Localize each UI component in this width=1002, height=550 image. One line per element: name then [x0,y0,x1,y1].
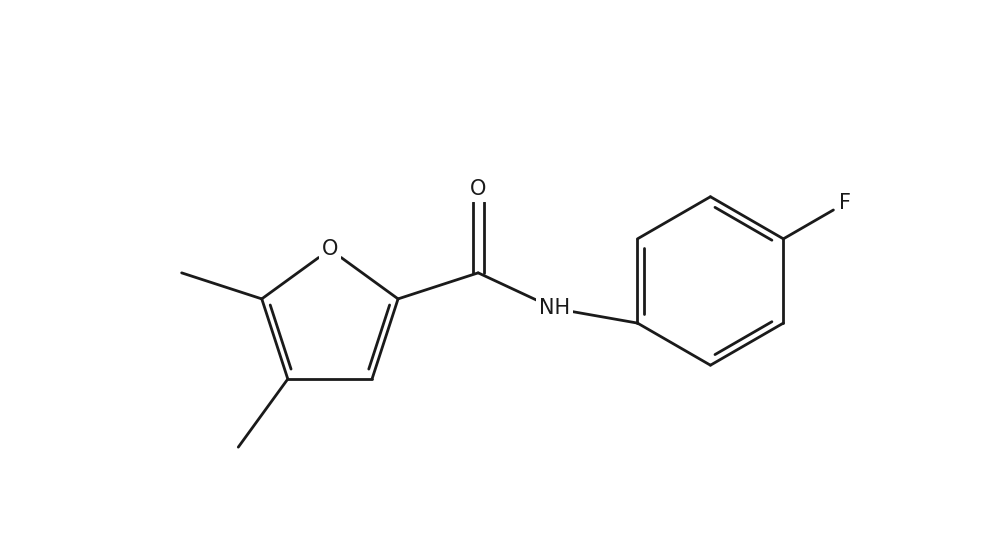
Text: O: O [470,179,486,199]
Text: NH: NH [539,299,570,318]
Text: O: O [322,239,338,260]
Text: F: F [840,193,852,213]
